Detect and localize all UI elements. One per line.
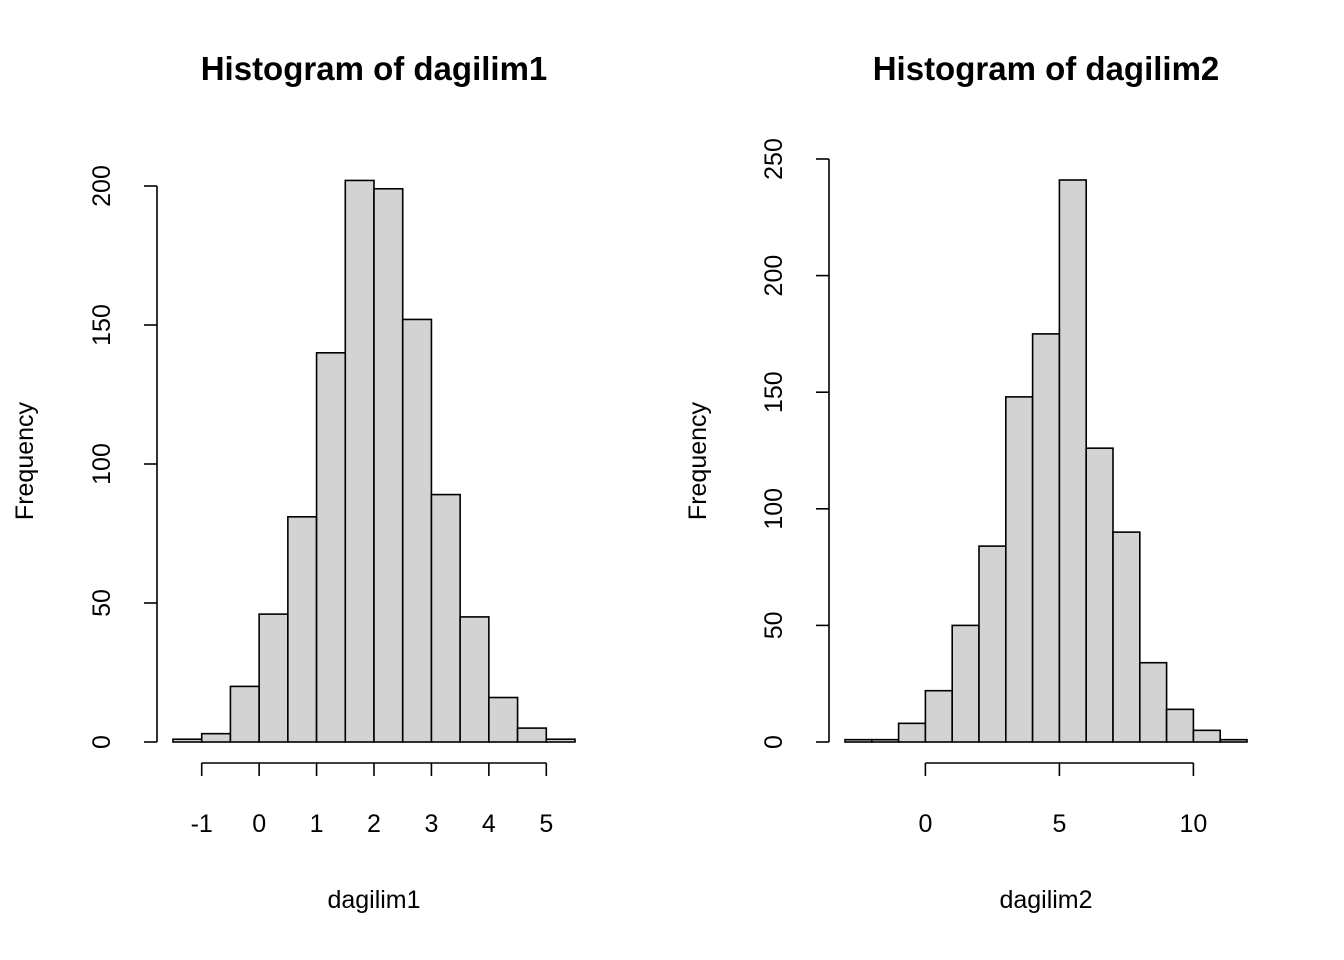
y-axis-label: Frequency (684, 401, 712, 520)
histogram-bar (924, 689, 954, 743)
y-tick-label: 50 (88, 589, 116, 617)
histogram-bar (1219, 738, 1248, 743)
x-tick-label: 1 (310, 810, 324, 838)
histogram-bar (1085, 447, 1114, 743)
y-tick-label: 0 (88, 735, 116, 749)
histogram-bar (172, 738, 203, 743)
histogram-bar (315, 351, 347, 743)
x-tick-label: 0 (252, 810, 266, 838)
chart-title: Histogram of dagilim2 (873, 50, 1220, 87)
histogram-bar (1031, 333, 1061, 743)
histogram-bar (1004, 396, 1034, 743)
histogram-panel-2: Histogram of dagilim2 0 50 100 150 200 250 0 5 10… (684, 50, 1248, 914)
histogram-bar (545, 738, 576, 743)
x-axis-label: dagilim2 (999, 886, 1092, 914)
x-axis-label: dagilim1 (327, 886, 420, 914)
histogram-bar (200, 732, 232, 743)
y-tick-label: 200 (88, 165, 116, 207)
x-tick-label: 5 (1052, 810, 1066, 838)
histogram-bar (870, 738, 900, 743)
histogram-bar (1058, 179, 1088, 743)
x-tick-label: 5 (539, 810, 553, 838)
histogram-bar (488, 696, 519, 743)
histogram-bar (951, 624, 980, 743)
y-tick-label: 150 (760, 371, 788, 413)
y-tick-label: 100 (760, 488, 788, 530)
histogram-bar (1165, 708, 1195, 743)
histogram-bar (516, 727, 548, 743)
histogram-bar (978, 545, 1007, 743)
histogram-panel-1: Histogram of dagilim1 0 50 100 150 200 -1 0 1 2 3 4… (11, 50, 576, 914)
x-tick-label: 0 (918, 810, 932, 838)
y-tick-label: 50 (760, 611, 788, 639)
histogram-bar (1192, 729, 1222, 743)
histogram-bar (287, 516, 318, 743)
x-tick-label: -1 (191, 810, 213, 838)
histogram-bar (344, 179, 375, 743)
y-tick-label: 150 (88, 304, 116, 346)
histogram-bar (430, 493, 461, 743)
histogram-bar (401, 318, 433, 743)
x-tick-label: 2 (367, 810, 381, 838)
histogram-bar (229, 685, 260, 743)
x-tick-label: 4 (482, 810, 496, 838)
histogram-bar (459, 616, 490, 743)
histogram-bar (258, 613, 289, 743)
histogram-bar (373, 187, 404, 743)
histogram-bar (897, 722, 927, 743)
y-tick-label: 100 (88, 443, 116, 485)
histogram-bar (1139, 661, 1168, 743)
x-tick-label: 10 (1179, 810, 1207, 838)
y-tick-label: 0 (760, 735, 788, 749)
x-tick-label: 3 (424, 810, 438, 838)
histogram-bar (1112, 531, 1141, 743)
chart-title: Histogram of dagilim1 (201, 50, 548, 87)
y-tick-label: 250 (760, 138, 788, 180)
y-axis-label: Frequency (11, 401, 39, 520)
y-tick-label: 200 (760, 255, 788, 297)
histogram-bar (844, 738, 873, 743)
